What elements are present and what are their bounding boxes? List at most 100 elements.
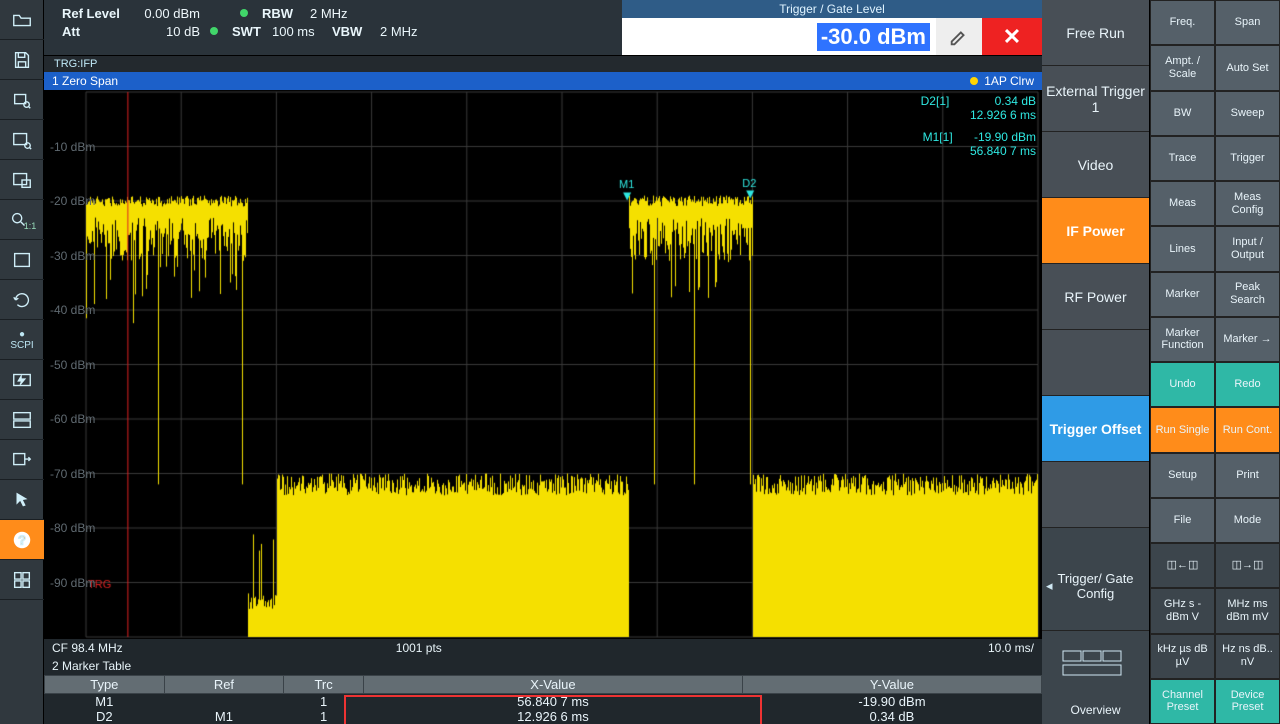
- key-sweep[interactable]: Sweep: [1215, 91, 1280, 136]
- swt-coupled-icon: [210, 27, 218, 35]
- key-meas-config[interactable]: Meas Config: [1215, 181, 1280, 226]
- source-trig-offset[interactable]: Trigger Offset: [1042, 396, 1149, 462]
- ytick: -70 dBm: [50, 467, 95, 481]
- save-icon[interactable]: [0, 40, 44, 80]
- close-button[interactable]: ✕: [982, 18, 1042, 55]
- swt-value: 100 ms: [272, 24, 322, 39]
- key-marker-function[interactable]: Marker Function: [1150, 317, 1215, 362]
- source-video[interactable]: Video: [1042, 132, 1149, 198]
- trace-plot: [44, 90, 1042, 639]
- key-trace[interactable]: Trace: [1150, 136, 1215, 181]
- ytick: -40 dBm: [50, 303, 95, 317]
- edit-button[interactable]: [936, 18, 982, 55]
- rbw-coupled-icon: [240, 9, 248, 17]
- att-label: Att: [62, 24, 130, 39]
- trigger-level-input[interactable]: -30.0 dBm: [622, 18, 936, 55]
- refresh-icon[interactable]: [0, 280, 44, 320]
- key--[interactable]: ◫←◫: [1150, 543, 1215, 588]
- pointer-icon[interactable]: [0, 480, 44, 520]
- trace-mode: 1AP Clrw: [984, 74, 1034, 88]
- overview-button[interactable]: Overview: [1042, 696, 1149, 724]
- key-trigger[interactable]: Trigger: [1215, 136, 1280, 181]
- key-ghz-s-dbm-v[interactable]: GHz s -dBm V: [1150, 588, 1215, 633]
- span-label: 10.0 ms/: [988, 641, 1034, 655]
- diagram-title-bar: 1 Zero Span 1AP Clrw: [44, 72, 1042, 90]
- hardkey-grid: Freq.SpanAmpt. / ScaleAuto SetBWSweepTra…: [1150, 0, 1280, 724]
- source-rf-power[interactable]: RF Power: [1042, 264, 1149, 330]
- windows-icon[interactable]: [0, 560, 44, 600]
- ref-level-value: 0.00 dBm: [140, 6, 200, 21]
- key-setup[interactable]: Setup: [1150, 453, 1215, 498]
- zoom-window-icon[interactable]: [0, 120, 44, 160]
- key-mhz-ms-dbm-mv[interactable]: MHz ms dBm mV: [1215, 588, 1280, 633]
- trigger-entry: Trigger / Gate Level -30.0 dBm ✕: [622, 0, 1042, 55]
- trigger-source-menu: Free RunExternal Trigger 1VideoIF PowerR…: [1042, 0, 1150, 724]
- zoom-11-icon[interactable]: 1:1: [0, 200, 44, 240]
- export-icon[interactable]: [0, 440, 44, 480]
- source-blank: [1042, 330, 1149, 396]
- d2-readout: D2[1] 0.34 dB 12.926 6 ms: [921, 94, 1036, 122]
- key-ampt-scale[interactable]: Ampt. / Scale: [1150, 45, 1215, 90]
- left-toolbar: 1:1 ●SCPI ?: [0, 0, 44, 724]
- ytick: -10 dBm: [50, 140, 95, 154]
- key-channel-preset[interactable]: Channel Preset: [1150, 679, 1215, 724]
- ytick: -60 dBm: [50, 412, 95, 426]
- trg-status-line: TRG:IFP: [44, 56, 1042, 72]
- ref-level-label: Ref Level: [62, 6, 130, 21]
- m1-readout: M1[1] -19.90 dBm 56.840 7 ms: [923, 130, 1036, 158]
- vbw-label: VBW: [332, 24, 370, 39]
- key-input-output[interactable]: Input / Output: [1215, 226, 1280, 271]
- marker-table: TypeRefTrcX-ValueY-ValueM1156.840 7 ms-1…: [44, 675, 1042, 724]
- chevron-left-icon: ◂: [1046, 578, 1053, 594]
- diagram-title: 1 Zero Span: [52, 74, 118, 88]
- vbw-value: 2 MHz: [380, 24, 430, 39]
- help-icon[interactable]: ?: [0, 520, 44, 560]
- key-run-cont-[interactable]: Run Cont.: [1215, 407, 1280, 452]
- source-free-run[interactable]: Free Run: [1042, 0, 1149, 66]
- key-file[interactable]: File: [1150, 498, 1215, 543]
- pts-label: 1001 pts: [396, 641, 442, 655]
- ytick: -80 dBm: [50, 521, 95, 535]
- zoom-select-icon[interactable]: [0, 80, 44, 120]
- source-ext-trig[interactable]: External Trigger 1: [1042, 66, 1149, 132]
- layout-overview-icon[interactable]: [1061, 647, 1131, 681]
- chart-footer: CF 98.4 MHz 1001 pts 10.0 ms/: [44, 639, 1042, 657]
- att-value: 10 dB: [140, 24, 200, 39]
- trigger-gate-config-button[interactable]: ◂ Trigger/ Gate Config: [1042, 542, 1149, 630]
- rbw-label: RBW: [262, 6, 300, 21]
- swt-label: SWT: [232, 24, 262, 39]
- chart-area[interactable]: -10 dBm-20 dBm-30 dBm-40 dBm-50 dBm-60 d…: [44, 90, 1042, 639]
- key-mode[interactable]: Mode: [1215, 498, 1280, 543]
- key-span[interactable]: Span: [1215, 0, 1280, 45]
- key-marker[interactable]: Marker: [1150, 272, 1215, 317]
- fullscreen-icon[interactable]: [0, 240, 44, 280]
- capture-icon[interactable]: [0, 160, 44, 200]
- key-khz-s-db-v[interactable]: kHz µs dB µV: [1150, 634, 1215, 679]
- key-marker-[interactable]: Marker →: [1215, 317, 1280, 362]
- scpi-icon[interactable]: ●SCPI: [0, 320, 44, 360]
- svg-text:?: ?: [18, 532, 26, 547]
- key-auto-set[interactable]: Auto Set: [1215, 45, 1280, 90]
- key-meas[interactable]: Meas: [1150, 181, 1215, 226]
- key-device-preset[interactable]: Device Preset: [1215, 679, 1280, 724]
- key-undo[interactable]: Undo: [1150, 362, 1215, 407]
- key-redo[interactable]: Redo: [1215, 362, 1280, 407]
- trace-color-icon: [970, 77, 978, 85]
- layout-icon[interactable]: [0, 400, 44, 440]
- trigger-entry-title: Trigger / Gate Level: [622, 0, 1042, 18]
- key-bw[interactable]: BW: [1150, 91, 1215, 136]
- bolt-icon[interactable]: [0, 360, 44, 400]
- ytick: -90 dBm: [50, 576, 95, 590]
- key--[interactable]: ◫→◫: [1215, 543, 1280, 588]
- cf-label: CF 98.4 MHz: [52, 641, 123, 655]
- open-icon[interactable]: [0, 0, 44, 40]
- ytick: -20 dBm: [50, 194, 95, 208]
- key-run-single[interactable]: Run Single: [1150, 407, 1215, 452]
- key-peak-search[interactable]: Peak Search: [1215, 272, 1280, 317]
- key-hz-ns-db-nv[interactable]: Hz ns dB.. nV: [1215, 634, 1280, 679]
- source-if-power[interactable]: IF Power: [1042, 198, 1149, 264]
- top-param-bar: Ref Level 0.00 dBm RBW 2 MHz Att 10 dB S…: [44, 0, 1042, 56]
- key-lines[interactable]: Lines: [1150, 226, 1215, 271]
- key-freq-[interactable]: Freq.: [1150, 0, 1215, 45]
- key-print[interactable]: Print: [1215, 453, 1280, 498]
